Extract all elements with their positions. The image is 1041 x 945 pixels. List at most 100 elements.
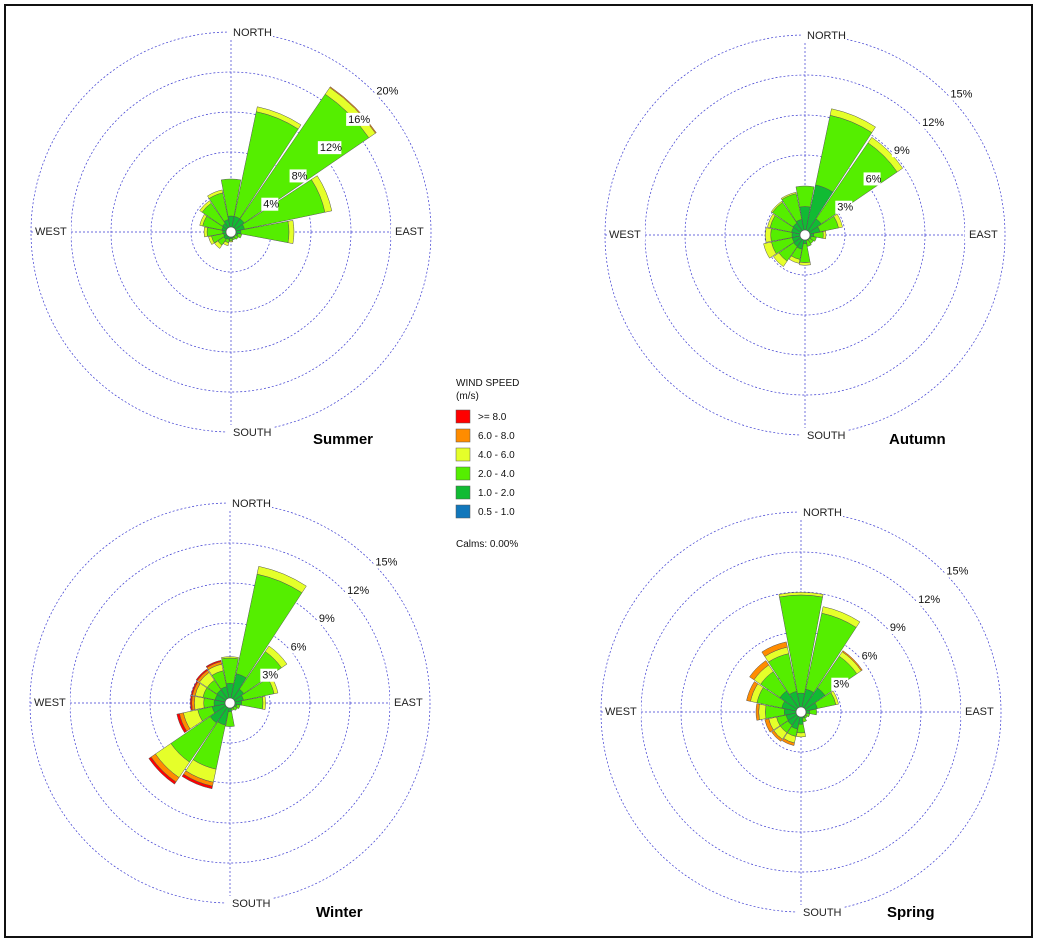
sector-band-4.0-6.0 [264, 645, 288, 669]
label-west: WEST [34, 697, 66, 709]
legend-label: >= 8.0 [478, 412, 507, 423]
sector-band-6.0-8.0 [841, 650, 863, 672]
rose-center [225, 226, 237, 238]
ring-label-12%: 12% [918, 594, 940, 606]
sector-band-2.0-4.0 [220, 178, 242, 217]
sector-NNW [205, 659, 230, 700]
ring-label-9%: 9% [319, 613, 335, 625]
sector-band-4.0-6.0 [770, 200, 783, 213]
sector-band-4.0-6.0 [199, 200, 212, 213]
sector-WSW [176, 703, 227, 734]
windrose-winter: 3% 6% 9% 12% 15% NORTH SOUTH EAST WEST Winter [29, 496, 431, 921]
sector-band-2.0-4.0 [809, 708, 817, 716]
sector-band-6.0-8.0 [761, 641, 788, 657]
label-north: NORTH [233, 27, 272, 39]
sector-band-2.0-4.0 [233, 234, 239, 240]
sector-band-2.0-4.0 [235, 704, 241, 709]
ring-label-15%: 15% [375, 557, 397, 569]
sector-N [778, 592, 824, 708]
sector-band-4.0-6.0 [833, 213, 843, 229]
ring-label-bg [346, 112, 370, 126]
sector-SSW [181, 706, 230, 790]
label-west: WEST [609, 229, 641, 241]
ring-label-12%: 12% [922, 117, 944, 129]
label-north: NORTH [807, 30, 846, 42]
label-south: SOUTH [803, 907, 842, 919]
season-title-autumn: Autumn [889, 431, 946, 448]
rose-sectors [148, 566, 307, 790]
ring-label-9%: 9% [890, 622, 906, 634]
label-north: NORTH [232, 498, 271, 510]
sector-band-4.0-6.0 [208, 235, 215, 245]
label-west: WEST [35, 226, 67, 238]
sector-SSW [788, 238, 805, 264]
ring-label-6%: 6% [866, 173, 882, 185]
sector-NNW [207, 189, 231, 229]
sector-band->=8.0 [190, 695, 193, 711]
sector-S [796, 716, 806, 738]
sector-NNW [761, 641, 801, 709]
sector-band-2.0-4.0 [229, 238, 233, 242]
sector-N [220, 178, 242, 228]
sector-band-4.0-6.0 [194, 696, 205, 710]
sector-band->=8.0 [190, 680, 199, 696]
ring-label-12%: 12% [320, 142, 342, 154]
ring-label-3%: 3% [833, 679, 849, 691]
ring-label-15%: 15% [950, 89, 972, 101]
sector-ENE [234, 175, 333, 232]
sector-WSW [764, 712, 798, 733]
sector-band-4.0-6.0 [773, 252, 788, 267]
sector-band-6.0-8.0 [746, 681, 759, 702]
sector-band-4.0-6.0 [256, 566, 307, 594]
legend-swatch [455, 504, 471, 519]
ring-label-bg [887, 621, 905, 635]
sector-WSW [763, 235, 802, 259]
label-south: SOUTH [807, 430, 846, 442]
sector-band-4.0-6.0 [255, 106, 302, 130]
sector-band-2.0-4.0 [810, 236, 817, 242]
sector-band-4.0-6.0 [830, 690, 839, 705]
label-west: WEST [605, 706, 637, 718]
rose-sectors [763, 108, 904, 267]
legend: WIND SPEED (m/s) >= 8.0 6.0 - 8.0 4.0 - 6.… [455, 378, 519, 550]
sector-band-4.0-6.0 [796, 732, 806, 738]
sector-NW [749, 660, 799, 710]
sector-band-4.0-6.0 [822, 230, 827, 240]
sector-band-4.0-6.0 [765, 227, 772, 243]
sector-NNE [231, 106, 302, 229]
rose-center [795, 706, 807, 718]
sector-NE [803, 650, 863, 710]
ring-label-4%: 4% [263, 199, 279, 211]
sector-band-4.0-6.0 [758, 703, 767, 721]
label-north: NORTH [803, 507, 842, 519]
sector-ENE [804, 690, 839, 712]
sector-band-2.0-4.0 [236, 233, 243, 239]
ring-label-8%: 8% [292, 170, 308, 182]
season-title-winter: Winter [316, 904, 363, 921]
sector-band-4.0-6.0 [829, 108, 876, 133]
sector-NW [195, 668, 228, 701]
ring-label-bg [891, 144, 909, 158]
ring-label-bg [345, 583, 369, 597]
ring-label-bg [317, 141, 342, 155]
sector-band-6.0-8.0 [781, 738, 795, 746]
ring-label-bg [260, 668, 278, 682]
sector-WNW [190, 680, 227, 703]
sector-band-6.0-8.0 [329, 86, 377, 134]
sector-band-4.0-6.0 [199, 214, 208, 227]
sector-band-4.0-6.0 [287, 220, 295, 244]
sector-band-4.0-6.0 [780, 191, 797, 200]
sector-band-4.0-6.0 [262, 696, 266, 710]
ring-label-6%: 6% [291, 641, 307, 653]
sector-band-6.0-8.0 [749, 660, 770, 681]
sector-WNW [746, 681, 798, 712]
legend-swatch [455, 485, 471, 500]
sector-band-4.0-6.0 [763, 241, 777, 259]
sector-ENE [808, 213, 843, 235]
legend-swatch [455, 409, 471, 424]
windrose-spring: 3% 6% 9% 12% 15% NORTH SOUTH EAST WEST Spring [600, 505, 1002, 921]
rose-center [799, 229, 811, 241]
sector-SW [771, 714, 799, 742]
sector-band-4.0-6.0 [767, 213, 776, 228]
